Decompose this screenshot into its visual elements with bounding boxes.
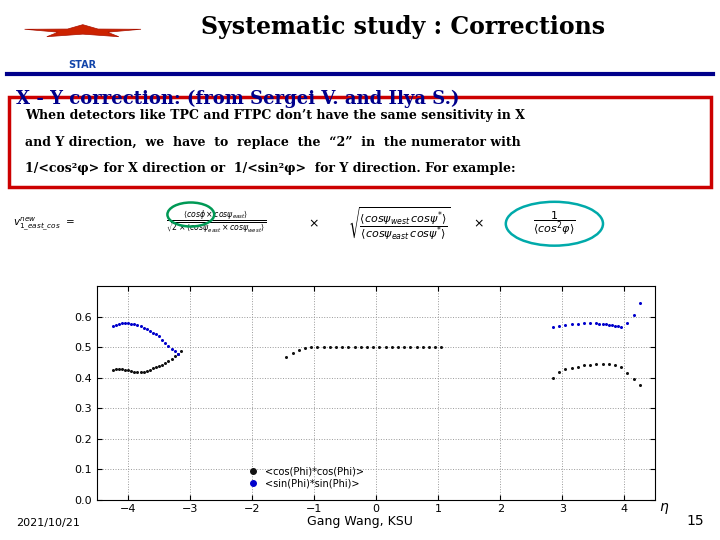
Text: and Y direction,  we  have  to  replace  the  “2”  in  the numerator with: and Y direction, we have to replace the …	[25, 136, 521, 148]
Text: $\times$: $\times$	[474, 217, 484, 230]
Text: STAR: STAR	[68, 60, 97, 71]
Text: $\dfrac{1}{\langle cos^{2}\varphi \rangle}$: $\dfrac{1}{\langle cos^{2}\varphi \rangl…	[533, 210, 576, 238]
Text: Gang Wang, KSU: Gang Wang, KSU	[307, 515, 413, 528]
Text: 1/<cos²φ> for X direction or  1/<sin²φ>  for Y direction. For example:: 1/<cos²φ> for X direction or 1/<sin²φ> f…	[25, 162, 516, 175]
Text: $v^{new}_{1\_east\_cos}$  =: $v^{new}_{1\_east\_cos}$ =	[13, 215, 76, 232]
Text: $\sqrt{\dfrac{\langle cos\psi_{west}\,cos\psi^{*} \rangle}{\langle cos\psi_{east: $\sqrt{\dfrac{\langle cos\psi_{west}\,co…	[348, 205, 451, 242]
Text: When detectors like TPC and FTPC don’t have the same sensitivity in X: When detectors like TPC and FTPC don’t h…	[25, 109, 525, 122]
Legend: <cos(Phi)*cos(Phi)>, <sin(Phi)*sin(Phi)>: <cos(Phi)*cos(Phi)>, <sin(Phi)*sin(Phi)>	[239, 463, 368, 492]
Text: $\times$: $\times$	[308, 217, 318, 230]
Text: X - Y correction: (from Sergei V. and Ilya S.): X - Y correction: (from Sergei V. and Il…	[16, 90, 459, 108]
Text: 2021/10/21: 2021/10/21	[16, 518, 80, 528]
Text: $\eta$: $\eta$	[659, 501, 669, 516]
Text: $\frac{\langle cos\phi \times cos\psi_{east} \rangle}{\sqrt{2 \times \langle cos: $\frac{\langle cos\phi \times cos\psi_{e…	[166, 209, 266, 238]
Polygon shape	[24, 25, 141, 37]
Text: Systematic study : Corrections: Systematic study : Corrections	[201, 16, 606, 39]
Text: 15: 15	[687, 514, 704, 528]
FancyBboxPatch shape	[9, 97, 711, 187]
